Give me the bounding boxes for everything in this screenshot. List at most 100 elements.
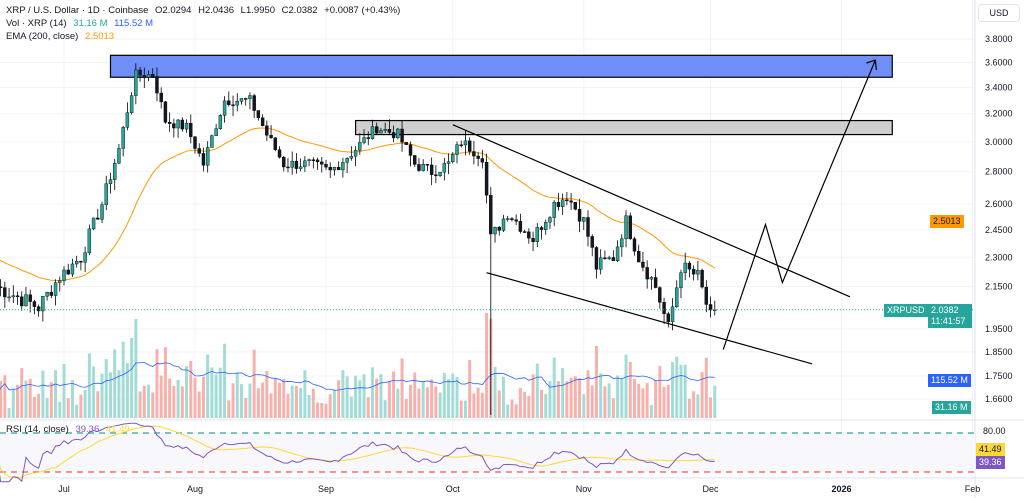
channel-line — [486, 272, 813, 365]
candle-down — [514, 219, 518, 222]
volume-bar — [451, 373, 455, 418]
volume-bar — [294, 385, 298, 418]
volume-bar — [311, 388, 315, 418]
candle-up — [442, 163, 447, 173]
candle-down — [476, 155, 480, 159]
candle-up — [239, 98, 244, 102]
volume-bar — [518, 387, 522, 418]
candle-up — [121, 127, 125, 149]
candle-down — [328, 166, 332, 171]
volume-bar — [358, 380, 362, 418]
volume-bar — [480, 392, 484, 418]
volume-bar — [586, 370, 590, 418]
candle-up — [358, 142, 362, 151]
candle-down — [556, 202, 561, 207]
price-tick-label: 2.4500 — [985, 225, 1013, 235]
candle-down — [189, 123, 193, 137]
volume-bar — [37, 393, 41, 418]
supply-zone-gray — [354, 119, 893, 136]
candle-down — [231, 104, 235, 106]
candle-up — [696, 270, 700, 275]
last-price-tag: 2.0382 11:41:57 — [928, 304, 972, 328]
candle-down — [662, 302, 666, 314]
candle-down — [658, 287, 662, 303]
candle-up — [62, 269, 66, 281]
channel-line — [452, 124, 851, 298]
volume-bar — [261, 382, 265, 418]
price-tick-label: 3.6000 — [985, 58, 1013, 68]
volume-bar — [11, 388, 15, 418]
candle-up — [108, 179, 113, 184]
volume-bar — [75, 404, 79, 418]
candle-up — [345, 158, 349, 163]
candle-up — [679, 272, 683, 289]
volume-bar — [180, 386, 184, 418]
volume-bar — [163, 347, 167, 418]
volume-bar — [700, 372, 704, 418]
candle-down — [522, 231, 527, 233]
vol-tag: 31.16 M — [932, 401, 971, 414]
candle-down — [269, 135, 273, 139]
candle-up — [298, 166, 303, 169]
vol-ma-value: 115.52 M — [114, 18, 154, 29]
volume-bar — [409, 384, 413, 418]
time-tick-label: Sep — [318, 484, 334, 494]
candle-down — [28, 294, 32, 302]
volume-bar — [594, 345, 598, 418]
volume-bar — [370, 367, 374, 418]
volume-bar — [632, 378, 636, 418]
volume-bar — [654, 380, 658, 418]
candle-up — [535, 227, 539, 242]
time-tick-label: Nov — [576, 484, 593, 494]
candle-up — [134, 69, 138, 96]
volume-bar — [569, 377, 573, 418]
volume-bar — [273, 377, 277, 418]
currency-button[interactable]: USD — [978, 4, 1020, 22]
candle-up — [70, 263, 75, 275]
volume-bar — [290, 385, 294, 418]
rsi-ma-value: 41.49 — [105, 424, 130, 435]
volume-bar — [265, 371, 269, 418]
ohlc-open: O2.0294 — [155, 5, 192, 16]
ohlc-high: H2.0436 — [198, 5, 235, 16]
volume-bar — [434, 386, 438, 418]
volume-bar — [16, 384, 20, 418]
volume-bar — [0, 380, 3, 418]
candle-up — [210, 135, 214, 148]
candle-down — [387, 129, 392, 133]
volume-bar — [628, 361, 632, 418]
candle-down — [366, 137, 370, 139]
volume-bar — [400, 358, 404, 418]
candle-down — [510, 218, 514, 220]
candle-down — [0, 286, 3, 288]
candle-up — [74, 261, 79, 265]
volume-bar — [197, 391, 201, 418]
volume-bar — [201, 376, 205, 418]
volume-bar — [20, 368, 24, 418]
candle-up — [87, 228, 92, 253]
volume-bar — [168, 378, 172, 418]
volume-bar — [548, 381, 552, 418]
candle-up — [248, 95, 252, 99]
volume-bar — [316, 402, 320, 418]
candle-down — [708, 304, 713, 311]
candle-down — [3, 287, 7, 298]
volume-bar — [616, 375, 620, 418]
candle-up — [176, 119, 180, 129]
symbol-title: XRP / U.S. Dollar · 1D · Coinbase — [6, 5, 149, 16]
time-tick-label: Feb — [965, 484, 981, 494]
volume-bar — [514, 404, 518, 418]
volume-bar — [658, 366, 662, 418]
candle-down — [167, 121, 172, 124]
candle-up — [117, 148, 121, 164]
volume-bar — [485, 313, 489, 418]
candle-down — [467, 140, 472, 152]
rsi-upper-level: 80.00 — [983, 426, 1006, 436]
candle-up — [370, 126, 375, 139]
volume-bar — [303, 370, 307, 418]
candle-down — [434, 174, 438, 176]
volume-bar — [649, 405, 653, 418]
candle-down — [611, 257, 616, 261]
volume-bar — [624, 354, 628, 418]
